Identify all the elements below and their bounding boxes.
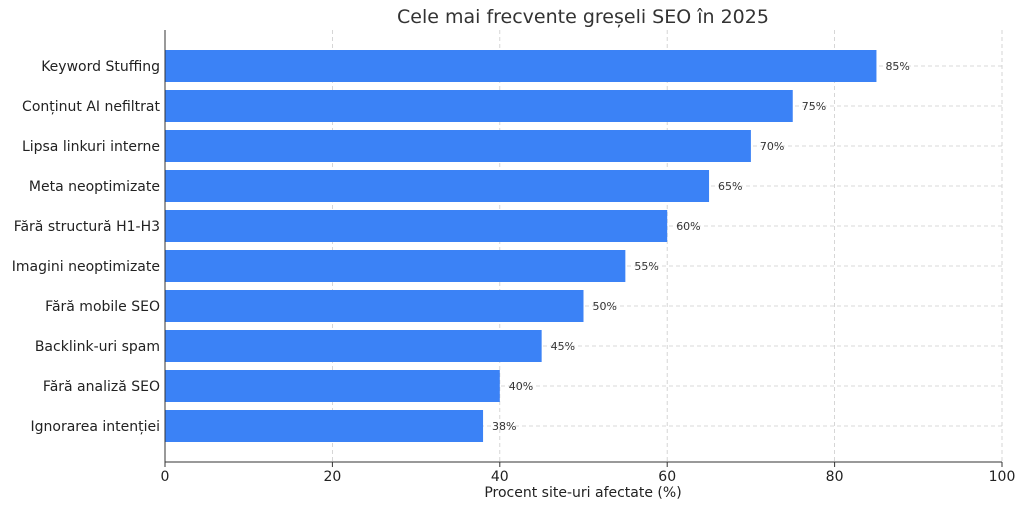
bar-0: [165, 50, 877, 82]
category-label-9: Ignorarea intenției: [31, 419, 161, 435]
data-label-0: 85%: [885, 60, 909, 73]
data-labels: 85% 75% 70% 65% 60% 55% 50% 45% 40% 38%: [492, 60, 910, 433]
data-label-5: 55%: [634, 260, 658, 273]
category-label-8: Fără analiză SEO: [43, 379, 160, 395]
data-label-4: 60%: [676, 220, 700, 233]
x-tick-label-5: 100: [989, 469, 1016, 485]
chart-title: Cele mai frecvente greșeli SEO în 2025: [397, 6, 769, 28]
bar-9: [165, 410, 484, 442]
x-tick-label-2: 40: [491, 469, 509, 485]
category-label-0: Keyword Stuffing: [41, 59, 160, 75]
data-label-7: 45%: [551, 340, 575, 353]
x-tick-label-3: 60: [658, 469, 676, 485]
data-label-1: 75%: [802, 100, 826, 113]
category-label-1: Conținut AI nefiltrat: [22, 99, 160, 115]
category-label-3: Meta neoptimizate: [29, 179, 160, 195]
category-label-7: Backlink-uri spam: [35, 339, 160, 355]
bar-1: [165, 90, 793, 122]
x-tick-label-1: 20: [323, 469, 341, 485]
axes: [164, 30, 1003, 467]
data-label-2: 70%: [760, 140, 784, 153]
bar-5: [165, 250, 626, 282]
data-label-3: 65%: [718, 180, 742, 193]
bar-7: [165, 330, 542, 362]
bar-3: [165, 170, 710, 202]
bars: [165, 50, 877, 442]
category-label-5: Imagini neoptimizate: [12, 259, 160, 275]
category-label-2: Lipsa linkuri interne: [22, 139, 160, 155]
x-tick-label-0: 0: [161, 469, 170, 485]
bar-4: [165, 210, 668, 242]
x-tick-labels: 0 20 40 60 80 100: [161, 469, 1016, 485]
category-labels: Keyword Stuffing Conținut AI nefiltrat Lip…: [12, 59, 161, 435]
bar-8: [165, 370, 500, 402]
x-tick-label-4: 80: [826, 469, 844, 485]
data-label-8: 40%: [509, 380, 533, 393]
data-label-6: 50%: [593, 300, 617, 313]
bar-6: [165, 290, 584, 322]
data-label-9: 38%: [492, 420, 516, 433]
category-label-4: Fără structură H1-H3: [14, 219, 160, 235]
x-axis-label: Procent site-uri afectate (%): [484, 485, 681, 501]
category-label-6: Fără mobile SEO: [45, 299, 160, 315]
bar-2: [165, 130, 751, 162]
